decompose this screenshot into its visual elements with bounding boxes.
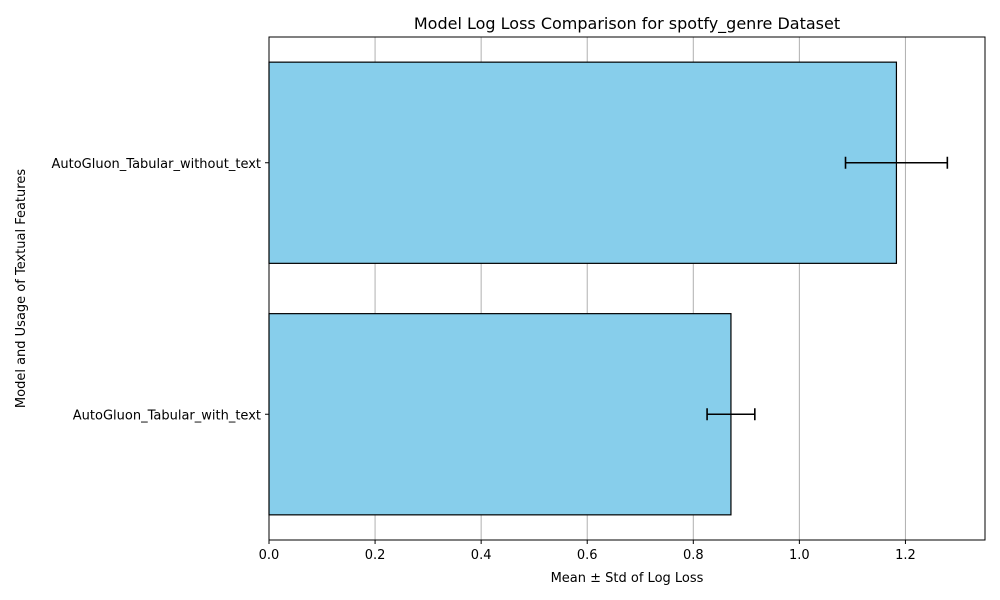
bars [268, 61, 898, 516]
x-tick-label: 1.2 [895, 548, 916, 563]
x-tick-label: 1.0 [789, 548, 810, 563]
plot-frame [268, 36, 986, 541]
y-axis-label: Model and Usage of Textual Features [14, 169, 29, 408]
x-tick-label: 0.8 [683, 548, 704, 563]
x-axis-ticks: 0.0 0.2 0.4 0.6 0.8 1.0 1.2 [259, 540, 916, 563]
error-bars [706, 156, 949, 421]
x-axis-label: Mean ± Std of Log Loss [551, 571, 704, 586]
y-tick-label: AutoGluon_Tabular_without_text [52, 157, 262, 172]
y-tick-label: AutoGluon_Tabular_with_text [73, 408, 261, 423]
x-tick-label: 0.2 [365, 548, 386, 563]
chart-title: Model Log Loss Comparison for spotfy_gen… [414, 14, 840, 34]
x-tick-label: 0.0 [259, 548, 280, 563]
x-tick-label: 0.6 [577, 548, 598, 563]
y-axis-ticks: AutoGluon_Tabular_without_text AutoGluon_… [52, 157, 269, 423]
x-tick-label: 0.4 [471, 548, 492, 563]
bar-AutoGluon_Tabular_with_text [268, 313, 732, 516]
bar-AutoGluon_Tabular_without_text [268, 61, 898, 264]
